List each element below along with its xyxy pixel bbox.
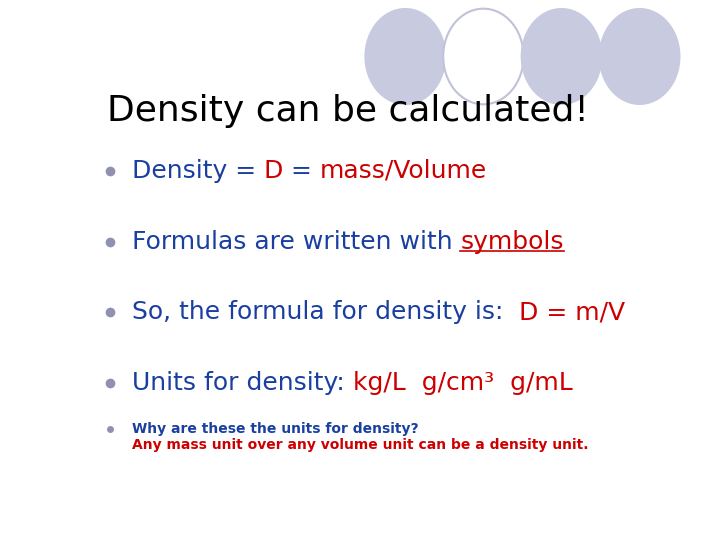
Text: D = m/V: D = m/V (519, 300, 626, 324)
Text: Why are these the units for density?: Why are these the units for density? (132, 422, 418, 436)
Text: Any mass unit over any volume unit can be a density unit.: Any mass unit over any volume unit can b… (132, 438, 588, 453)
Text: D: D (264, 159, 284, 183)
Ellipse shape (444, 9, 523, 104)
Ellipse shape (600, 9, 680, 104)
Text: So, the formula for density is:: So, the formula for density is: (132, 300, 519, 324)
Text: Density =: Density = (132, 159, 264, 183)
Text: Units for density:: Units for density: (132, 371, 353, 395)
Text: =: = (284, 159, 320, 183)
Text: symbols: symbols (461, 230, 564, 253)
Ellipse shape (521, 9, 602, 104)
Text: Formulas are written with: Formulas are written with (132, 230, 461, 253)
Text: Density can be calculated!: Density can be calculated! (107, 94, 589, 128)
Ellipse shape (365, 9, 446, 104)
Text: kg/L  g/cm³  g/mL: kg/L g/cm³ g/mL (353, 371, 572, 395)
Text: mass/Volume: mass/Volume (320, 159, 487, 183)
